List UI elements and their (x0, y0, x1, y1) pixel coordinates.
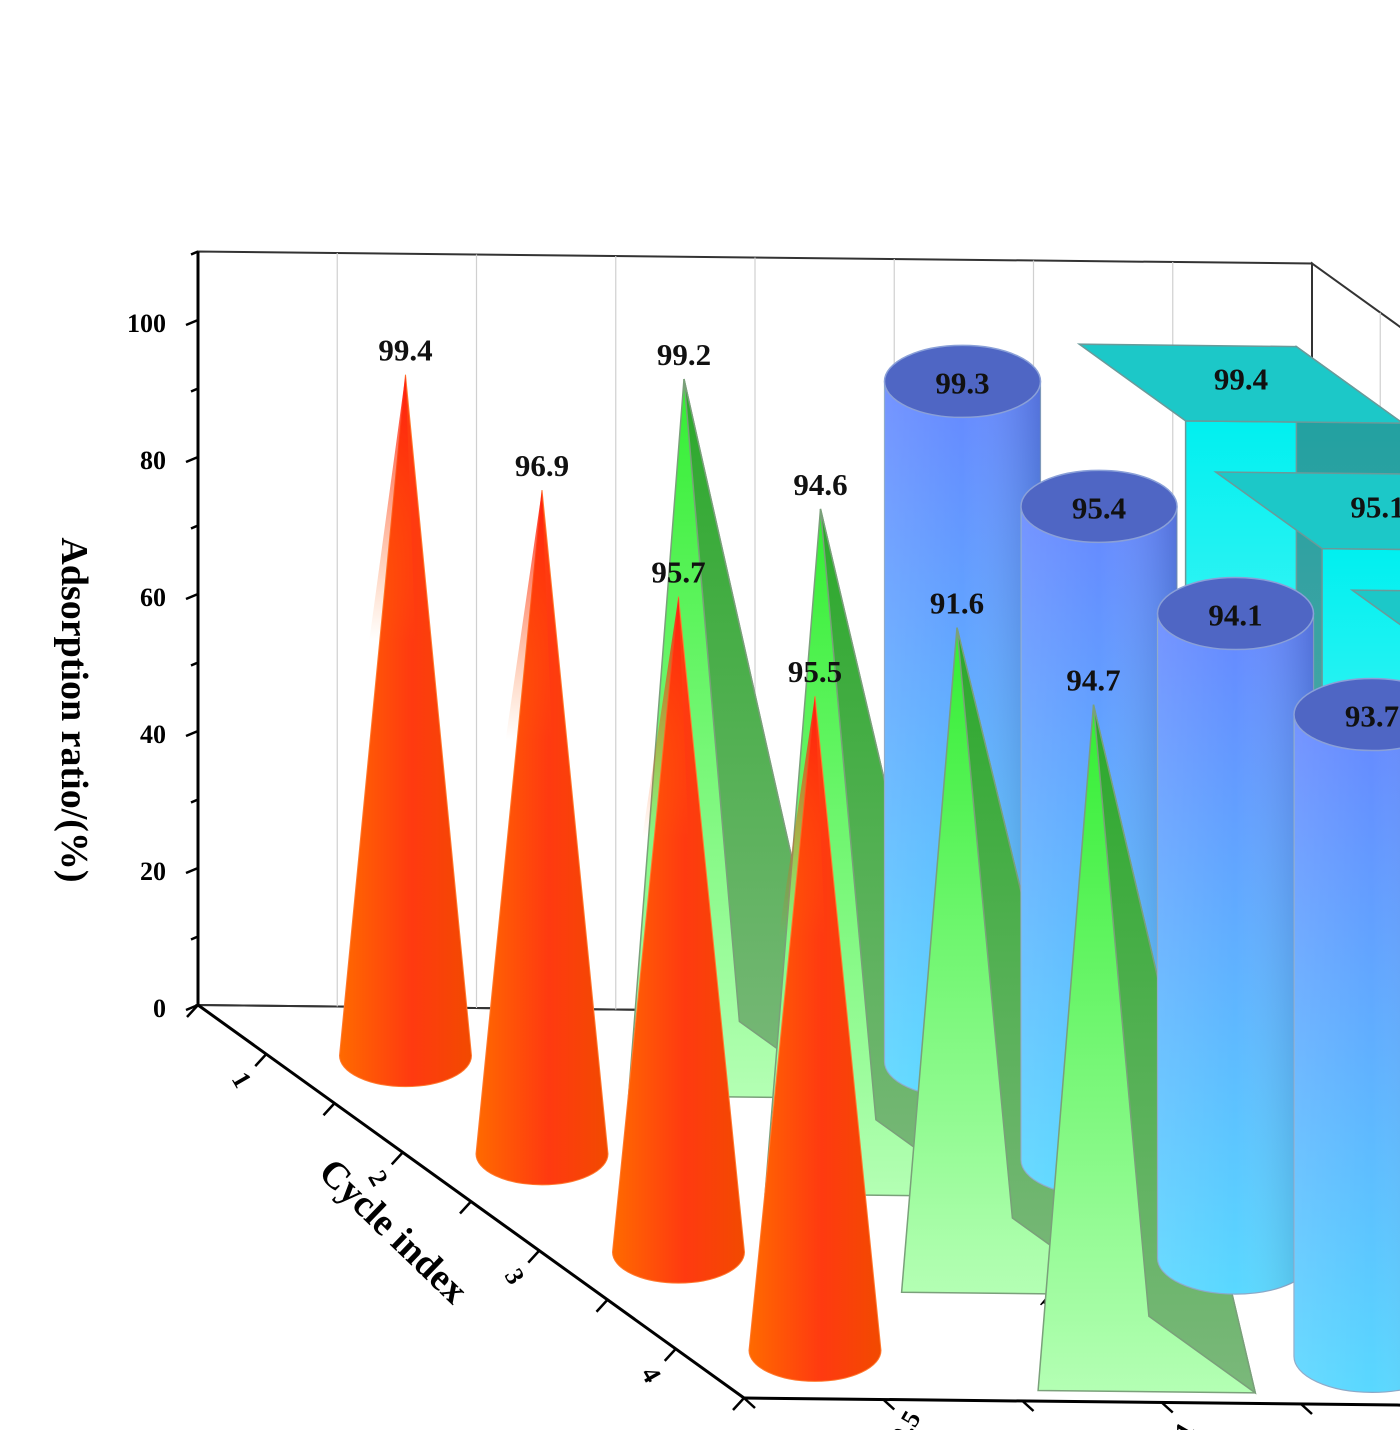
x-tick (663, 1348, 677, 1362)
data-label: 99.3 (935, 365, 989, 400)
z-axis-title: Adsorption ratio/(%) (53, 537, 95, 882)
z-tick (185, 592, 199, 601)
data-label: 95.5 (788, 654, 842, 689)
z-tick (190, 387, 199, 393)
bar-top (1293, 677, 1400, 752)
z-tick (185, 866, 199, 875)
x-tick-label: 4 (635, 1362, 667, 1388)
y-tick (1300, 1403, 1313, 1415)
x-tick-label: 3 (499, 1263, 531, 1289)
z-tick (190, 935, 199, 941)
z-tick-label: 20 (140, 857, 166, 886)
bar-body (475, 490, 609, 1186)
x-tick (459, 1200, 472, 1215)
bar-shade (1294, 714, 1400, 1393)
bar-body (338, 374, 473, 1088)
z-tick (185, 318, 199, 327)
y-tick-label: 1 (1169, 1417, 1201, 1430)
bar-top (883, 344, 1042, 419)
data-label: 99.2 (657, 337, 711, 372)
bar-shade (505, 490, 552, 740)
data-label: 91.6 (930, 586, 984, 621)
bar-face-top (1213, 471, 1400, 551)
x-tick (390, 1151, 404, 1166)
z-tick (185, 455, 199, 464)
z-tick (190, 524, 199, 530)
z-tick-label: 0 (153, 994, 166, 1023)
bar-cylinder-3-2 (1156, 576, 1315, 1295)
bar-body (748, 696, 882, 1382)
bar-shade (642, 596, 689, 838)
y-tick (882, 1398, 896, 1411)
z-tick-label: 100 (127, 309, 166, 338)
x-tick (186, 1004, 199, 1018)
x-tick (254, 1053, 268, 1067)
y-tick (1021, 1400, 1035, 1412)
x-tick (322, 1102, 336, 1117)
x-tick (732, 1397, 745, 1411)
data-label: 95.4 (1072, 490, 1126, 525)
bar-cylinder-4-2 (1293, 677, 1400, 1393)
y-tick (1160, 1401, 1174, 1414)
bar-shade (369, 374, 416, 642)
bar-face-top (1076, 343, 1400, 424)
bar-cone-1-0.5 (338, 374, 473, 1088)
data-label: 99.4 (1214, 362, 1268, 397)
data-label: 94.1 (1208, 598, 1262, 633)
z-tick-label: 80 (140, 446, 166, 475)
bar-top (1020, 469, 1178, 544)
z-tick (190, 798, 199, 804)
x-tick (595, 1298, 609, 1313)
z-tick (185, 729, 199, 738)
data-label: 96.9 (515, 448, 569, 483)
data-label: 94.7 (1066, 663, 1120, 698)
z-tick-label: 40 (140, 720, 166, 749)
bar-top (1156, 576, 1315, 651)
x-tick (527, 1249, 541, 1264)
bar-cone-2-0.5 (475, 490, 609, 1186)
z-tick-label: 60 (140, 583, 166, 612)
z-tick (190, 250, 199, 256)
data-label: 95.7 (651, 555, 705, 590)
bar-cone-3-0.5 (611, 596, 746, 1284)
data-label: 99.4 (378, 333, 432, 368)
x-tick-label: 1 (226, 1067, 258, 1093)
bar-shade (1157, 613, 1314, 1295)
bar-shade (778, 696, 825, 936)
bar-box-3-3 (1349, 589, 1400, 626)
data-label: 94.6 (793, 467, 847, 502)
bar-cone-4-0.5 (748, 696, 882, 1382)
data-label: 93.7 (1345, 699, 1399, 734)
bar-face-top (1349, 589, 1400, 626)
y-tick-label: 0.5 (885, 1406, 926, 1430)
data-label: 95.1 (1350, 489, 1400, 524)
z-tick (190, 661, 199, 667)
y-tick (743, 1397, 756, 1409)
bar-body (611, 596, 746, 1284)
